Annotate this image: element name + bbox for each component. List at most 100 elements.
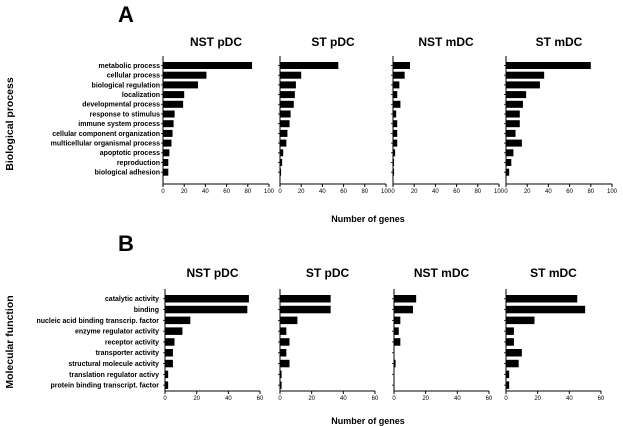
x-tick-label-a-1-3: 60 [340, 189, 347, 195]
x-tick-label-a-2-0: 0 [391, 189, 395, 195]
bar-a-2-2 [393, 81, 400, 89]
subplot-a-1: ST pDC 0 20 40 60 80 100 [278, 35, 392, 195]
category-label-a-8: multicellular organismal process [51, 141, 160, 148]
bar-b-3-8 [506, 381, 510, 389]
x-tick-label-b-1-0: 0 [278, 396, 282, 402]
category-label-a-11: biological adhesion [95, 170, 160, 177]
x-tick-label-a-1-5: 100 [381, 189, 392, 195]
category-label-a-1: cellular process [107, 73, 160, 80]
category-label-a-2: biological regulation [92, 82, 160, 89]
bar-a-1-1 [280, 71, 302, 79]
panel-b-plots: catalytic activity binding nucleic acid bi… [36, 266, 605, 402]
bar-a-1-6 [280, 120, 290, 128]
x-tick-label-a-0-1: 20 [181, 189, 188, 195]
category-label-b-3: enzyme regulator activity [75, 329, 159, 336]
subplot-title-a-0: NST pDC [190, 35, 242, 49]
bar-b-2-3 [394, 327, 399, 335]
bar-a-1-2 [280, 81, 296, 89]
category-label-a-10: reproduction [117, 160, 160, 167]
category-label-b-8: protein binding transcript. factor [50, 383, 159, 390]
x-tick-label-a-2-4: 80 [474, 189, 481, 195]
subplot-title-a-1: ST pDC [311, 35, 355, 49]
bar-a-1-4 [280, 100, 294, 108]
bar-b-3-1 [506, 305, 586, 314]
bar-b-0-8 [165, 381, 169, 389]
bar-a-2-9 [393, 149, 396, 157]
bar-b-1-4 [280, 338, 290, 346]
category-label-a-0: metabolic process [99, 63, 161, 70]
bar-a-3-8 [506, 139, 522, 147]
bar-a-1-8 [280, 139, 287, 147]
bar-b-0-7 [165, 370, 169, 379]
bar-a-1-3 [280, 91, 295, 99]
xlabel-b: Number of genes [331, 416, 405, 426]
x-tick-label-a-2-1: 20 [411, 189, 418, 195]
bar-a-2-8 [393, 139, 398, 147]
x-tick-label-a-2-2: 40 [432, 189, 439, 195]
bar-a-1-11 [280, 168, 282, 176]
x-tick-label-b-1-3: 60 [372, 396, 379, 402]
bar-a-2-1 [393, 71, 405, 79]
category-label-b-6: structural molecule activity [68, 361, 159, 368]
category-label-a-9: apoptotic process [100, 150, 160, 157]
x-tick-label-a-1-2: 40 [319, 189, 326, 195]
x-tick-label-b-2-2: 40 [454, 396, 461, 402]
x-tick-label-a-1-1: 20 [298, 189, 305, 195]
bar-a-2-4 [393, 100, 401, 108]
subplot-a-2: NST mDC 0 20 40 60 80 100 [391, 35, 505, 195]
bar-a-1-7 [280, 129, 288, 137]
bar-b-1-6 [280, 359, 290, 368]
subplot-title-b-3: ST mDC [530, 266, 577, 280]
bar-a-0-8 [163, 139, 172, 147]
bar-b-1-1 [280, 305, 331, 314]
x-tick-label-a-3-5: 100 [607, 189, 618, 195]
bar-a-0-5 [163, 110, 175, 118]
x-tick-label-b-3-2: 40 [566, 396, 573, 402]
x-tick-label-a-2-3: 60 [453, 189, 460, 195]
subplot-b-2: NST mDC 0 20 40 60 [392, 266, 493, 402]
bar-b-0-3 [165, 327, 183, 335]
x-tick-label-b-1-1: 20 [308, 396, 315, 402]
bar-a-0-1 [163, 71, 207, 79]
subplot-a-3: ST mDC 0 20 40 60 80 100 [504, 35, 618, 195]
bar-a-0-7 [163, 129, 173, 137]
bar-a-2-3 [393, 91, 398, 99]
bar-a-0-11 [163, 168, 169, 176]
subplot-b-3: ST mDC 0 20 40 60 [504, 266, 605, 402]
x-tick-label-a-0-4: 80 [244, 189, 251, 195]
x-tick-label-b-3-1: 20 [534, 396, 541, 402]
x-tick-label-b-0-0: 0 [163, 396, 167, 402]
subplot-title-a-2: NST mDC [418, 35, 474, 49]
bar-b-2-6 [394, 359, 396, 368]
category-label-a-4: developmental process [82, 102, 160, 109]
bar-b-3-2 [506, 316, 535, 325]
subplot-b-0: NST pDC 0 20 40 60 [163, 266, 264, 402]
bar-a-3-10 [506, 159, 512, 166]
category-label-a-3: localization [122, 92, 160, 99]
panel-label-b: B [118, 231, 134, 256]
x-tick-label-a-2-5: 100 [494, 189, 505, 195]
bar-b-1-0 [280, 295, 331, 303]
bar-b-0-2 [165, 316, 191, 325]
x-tick-label-a-0-0: 0 [161, 189, 165, 195]
bar-b-2-4 [394, 338, 401, 346]
x-tick-label-a-3-0: 0 [504, 189, 508, 195]
bar-b-1-5 [280, 349, 287, 357]
bar-a-1-5 [280, 110, 291, 118]
category-label-b-2: nucleic acid binding transcrip. factor [36, 318, 159, 325]
bar-a-3-9 [506, 149, 514, 157]
x-tick-label-a-3-3: 60 [566, 189, 573, 195]
bar-a-2-0 [393, 62, 410, 69]
panel-label-a: A [118, 2, 134, 27]
bar-b-2-1 [394, 305, 413, 314]
bar-a-2-6 [393, 120, 398, 128]
bar-b-0-1 [165, 305, 248, 314]
panel-a-plots: metabolic process cellular process biologi… [51, 35, 618, 195]
category-label-b-4: receptor activity [105, 339, 159, 346]
bar-a-3-5 [506, 110, 520, 118]
bar-a-3-11 [506, 168, 510, 176]
ylabel-a: Biological process [4, 77, 16, 171]
bar-a-1-10 [280, 159, 283, 166]
bar-a-2-5 [393, 110, 397, 118]
